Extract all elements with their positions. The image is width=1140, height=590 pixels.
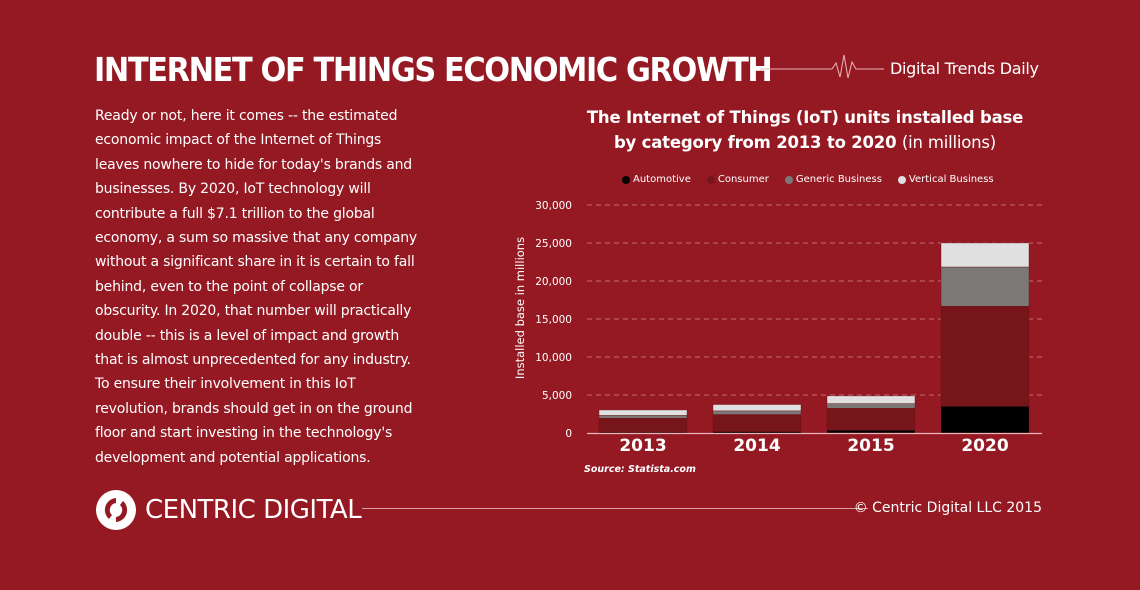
bar-segment-generic-business	[598, 415, 688, 419]
bar-segment-vertical-business	[712, 404, 802, 412]
y-tick-label: 30,000	[535, 200, 572, 212]
legend-item: Consumer	[706, 174, 769, 185]
bar-segment-generic-business	[826, 403, 916, 409]
body-line: businesses. By 2020, IoT technology will	[95, 181, 371, 198]
bar-segment-generic-business	[712, 410, 802, 415]
body-line: Ready or not, here it comes -- the estim…	[95, 108, 398, 124]
body-line: economic impact of the Internet of Thing…	[95, 132, 382, 149]
x-tick-label: 2013	[619, 436, 666, 456]
chart-legend: Automotive Consumer Generic Business Vertic…	[622, 174, 994, 185]
body-line: obscurity. In 2020, that number will pra…	[95, 303, 412, 320]
legend-label: Consumer	[717, 174, 769, 185]
bar-segment-vertical-business	[940, 242, 1030, 268]
x-tick-label: 2015	[847, 436, 894, 456]
body-line: contribute a full $7.1 trillion to the g…	[95, 205, 375, 222]
x-tick-label: 2014	[733, 436, 780, 456]
body-line: economy, a sum so massive that any compa…	[95, 230, 417, 247]
body-line: leaves nowhere to hide for today's brand…	[95, 156, 412, 173]
bar-segment-consumer	[826, 408, 916, 431]
bar-segment-consumer	[598, 418, 688, 433]
chart-title: The Internet of Things (IoT) units insta…	[580, 105, 1030, 155]
body-line: revolution, brands should get in on the …	[95, 400, 413, 417]
legend-label: Generic Business	[795, 174, 882, 185]
footer-divider	[362, 508, 868, 509]
body-line: without a significant share in it is cer…	[95, 254, 415, 271]
body-line: behind, even to the point of collapse or	[95, 278, 363, 295]
legend-item: Vertical Business	[897, 174, 994, 185]
legend-swatch	[784, 175, 793, 184]
y-tick-label: 10,000	[535, 352, 572, 364]
body-line: double -- this is a level of impact and …	[95, 327, 399, 344]
bar-segment-consumer	[712, 414, 802, 432]
bar-segment-automotive	[712, 431, 802, 434]
body-line: floor and start investing in the technol…	[95, 425, 393, 442]
y-axis-label: Installed base in millions	[513, 237, 527, 379]
logo-text: CENTRIC DIGITAL	[145, 495, 362, 525]
bar-segment-consumer	[940, 306, 1030, 407]
y-tick-label: 0	[565, 428, 572, 440]
heartbeat-line-icon	[760, 54, 884, 79]
chart-source: Source: Statista.com	[584, 464, 696, 475]
body-line: development and potential applications.	[95, 449, 371, 466]
body-text: Ready or not, here it comes -- the estim…	[95, 104, 425, 470]
chart-title-main: The Internet of Things (IoT) units insta…	[586, 108, 1024, 152]
bar-segment-automotive	[826, 429, 916, 434]
x-tick-label: 2020	[961, 436, 1008, 456]
centric-digital-logo-icon	[96, 490, 136, 530]
bar-segment-generic-business	[940, 266, 1030, 307]
bar-segment-automotive	[940, 406, 1030, 434]
chart-title-suffix: (in millions)	[901, 133, 997, 152]
legend-label: Vertical Business	[908, 174, 994, 185]
page-title: INTERNET OF THINGS ECONOMIC GROWTH	[94, 50, 773, 89]
bar-segment-vertical-business	[598, 409, 688, 416]
bar-segment-vertical-business	[826, 395, 916, 404]
legend-swatch	[897, 175, 906, 184]
y-tick-label: 15,000	[535, 314, 572, 326]
y-tick-label: 20,000	[535, 276, 572, 288]
y-tick-label: 25,000	[535, 238, 572, 250]
body-line: that is almost unprecedented for any ind…	[95, 352, 411, 369]
legend-item: Automotive	[622, 174, 691, 185]
legend-label: Automotive	[633, 174, 691, 185]
legend-item: Generic Business	[784, 174, 882, 185]
legend-swatch	[706, 175, 715, 184]
y-tick-label: 5,000	[542, 390, 572, 402]
body-line: To ensure their involvement in this IoT	[95, 376, 356, 393]
copyright: © Centric Digital LLC 2015	[853, 500, 1042, 516]
brand-name: Digital Trends Daily	[890, 59, 1039, 78]
legend-swatch	[622, 175, 630, 184]
